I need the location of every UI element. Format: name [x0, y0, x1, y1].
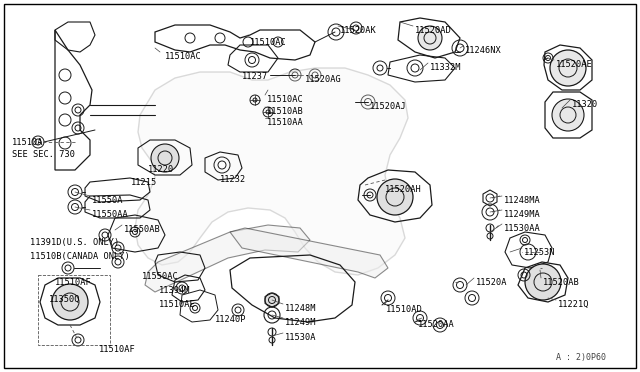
Text: 11520AJ: 11520AJ [370, 102, 407, 111]
Text: 11350Q: 11350Q [49, 295, 81, 304]
Text: 11510AC: 11510AC [267, 95, 304, 104]
Circle shape [418, 26, 442, 50]
Text: 11391D(U.S. ONLY): 11391D(U.S. ONLY) [30, 238, 119, 247]
Text: 11510AC: 11510AC [165, 52, 202, 61]
Text: 11249M: 11249M [285, 318, 317, 327]
Circle shape [377, 179, 413, 215]
Text: 11510AB: 11510AB [267, 107, 304, 116]
Circle shape [525, 264, 561, 300]
Text: 11248MA: 11248MA [504, 196, 541, 205]
Polygon shape [135, 68, 408, 275]
Circle shape [151, 144, 179, 172]
Text: 11246NX: 11246NX [465, 46, 502, 55]
Polygon shape [230, 228, 388, 278]
Text: 11237: 11237 [242, 72, 268, 81]
Text: 11510AC: 11510AC [250, 38, 287, 47]
Text: 11253N: 11253N [524, 248, 556, 257]
Text: 11510AF: 11510AF [99, 345, 136, 354]
Text: 11510AE: 11510AE [159, 300, 196, 309]
Text: 11510AD: 11510AD [386, 305, 423, 314]
Text: 11320: 11320 [572, 100, 598, 109]
Text: 11530AA: 11530AA [504, 224, 541, 233]
Text: 11510AF: 11510AF [55, 278, 92, 287]
Text: 11221Q: 11221Q [558, 300, 589, 309]
Text: 11550A: 11550A [92, 196, 124, 205]
Text: 11520AD: 11520AD [415, 26, 452, 35]
Text: 11248M: 11248M [285, 304, 317, 313]
Text: SEE SEC. 730: SEE SEC. 730 [12, 150, 75, 159]
Text: 11520AE: 11520AE [556, 60, 593, 69]
Text: 11520AG: 11520AG [305, 75, 342, 84]
Text: 11530A: 11530A [285, 333, 317, 342]
Text: 11510A: 11510A [12, 138, 44, 147]
Text: 11550AA: 11550AA [92, 210, 129, 219]
Polygon shape [145, 225, 310, 292]
Text: 11332M: 11332M [430, 63, 461, 72]
Text: 11520AK: 11520AK [340, 26, 377, 35]
Text: 11550AC: 11550AC [142, 272, 179, 281]
Text: 11215: 11215 [131, 178, 157, 187]
Circle shape [52, 284, 88, 320]
Text: 11240P: 11240P [215, 315, 246, 324]
Text: 11249MA: 11249MA [504, 210, 541, 219]
Text: 11510B(CANADA ONLY): 11510B(CANADA ONLY) [30, 252, 130, 261]
Circle shape [550, 50, 586, 86]
Text: 11220: 11220 [148, 165, 174, 174]
Text: 11550AB: 11550AB [124, 225, 161, 234]
Text: 11520A: 11520A [476, 278, 508, 287]
Circle shape [552, 99, 584, 131]
Text: 11232: 11232 [220, 175, 246, 184]
Circle shape [265, 293, 279, 307]
Text: 11510AA: 11510AA [267, 118, 304, 127]
Text: 11520AB: 11520AB [543, 278, 580, 287]
Text: 11520AA: 11520AA [418, 320, 455, 329]
Text: 11394M: 11394M [159, 286, 191, 295]
Text: A : 2)0P60: A : 2)0P60 [556, 353, 606, 362]
Text: 11520AH: 11520AH [385, 185, 422, 194]
